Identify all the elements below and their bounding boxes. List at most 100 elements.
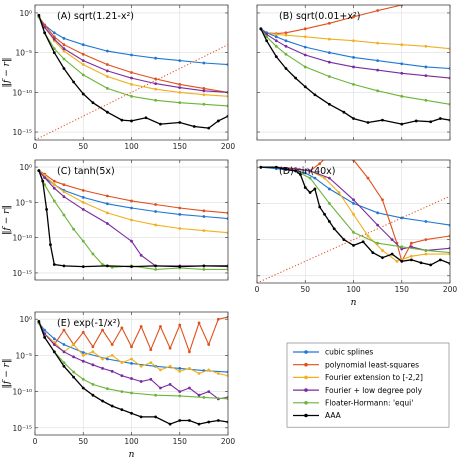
series-fourier_extension-point (352, 212, 355, 216)
series-reference-line (35, 44, 228, 140)
series-fourier_low_degree-point (130, 377, 133, 380)
series-floater_hormann-point (154, 98, 158, 102)
series-fourier_low_degree-point (424, 74, 428, 78)
panel-title: (A) sqrt(1.21-x²) (57, 11, 134, 22)
series-floater_hormann-point (178, 101, 182, 105)
series-floater_hormann-point (308, 176, 312, 180)
series-fourier_low_degree-point (188, 386, 191, 390)
series-cubic_splines-point (130, 361, 133, 365)
series-fourier_extension-point (207, 368, 211, 372)
series-cubic_splines-point (52, 31, 56, 35)
series-cubic_splines-point (81, 43, 85, 47)
series-group (257, 160, 450, 283)
series-fourier_low_degree-point (130, 76, 133, 80)
series-polynomial_least_squares-point (284, 31, 288, 35)
series-aaa-point (313, 93, 317, 97)
x-tick-label: 200 (221, 437, 236, 446)
series-polynomial_least_squares-point (154, 203, 158, 206)
x-tick-label: 150 (395, 285, 410, 294)
series-aaa-point (52, 51, 56, 55)
series-fourier_low_degree-point (197, 393, 201, 397)
series-floater_hormann-point (400, 245, 404, 249)
series-polynomial_least_squares-point (81, 188, 85, 192)
series-polynomial_least_squares-point (159, 325, 162, 328)
series-fourier_low_degree-point (159, 386, 162, 390)
series-fourier_low_degree-point (81, 359, 85, 363)
series-fourier_low_degree-point (154, 82, 158, 86)
series-fourier_extension-point (400, 43, 404, 47)
x-tick-label: 50 (300, 285, 310, 294)
series-fourier_low_degree-point (139, 380, 143, 383)
legend-box (286, 342, 450, 428)
series-aaa-point (216, 119, 220, 123)
series-aaa-point (332, 227, 336, 231)
series-aaa-point (49, 243, 52, 247)
series-aaa-point (168, 422, 172, 426)
y-tick-label: 10⁻¹⁵ (12, 128, 32, 137)
series-floater_hormann-point (81, 239, 85, 243)
series-polynomial_least_squares-point (376, 9, 380, 12)
series-floater_hormann-point (81, 73, 85, 77)
series-aaa-point (144, 116, 148, 120)
series-polynomial_least_squares-point (410, 241, 413, 245)
series-fourier_low_degree-point (43, 176, 47, 180)
series-aaa-point (303, 85, 307, 89)
series-fourier_extension-point (424, 44, 428, 48)
series-floater_hormann-point (178, 394, 182, 398)
series-aaa-point (327, 102, 331, 106)
series-polynomial_least_squares-point (149, 348, 153, 352)
series-aaa-point (41, 179, 45, 183)
series-polynomial_least_squares-point (62, 183, 66, 187)
series-cubic_splines-point (130, 206, 133, 210)
legend-entry-polynomial_least_squares: polynomial least-squares (293, 360, 419, 369)
x-tick-label: 0 (33, 142, 38, 151)
series-aaa-point (308, 191, 312, 194)
series-polynomial_least_squares-point (366, 176, 370, 180)
series-aaa-point (72, 80, 75, 84)
series-fourier_low_degree-point (105, 222, 109, 225)
series-fourier_low_degree-point (91, 363, 95, 367)
series-polynomial_least_squares-point (110, 343, 114, 346)
series-polynomial_least_squares-point (105, 63, 109, 66)
legend-swatch-marker (304, 413, 308, 418)
series-aaa-point (361, 240, 365, 244)
series-aaa-point (197, 422, 201, 426)
series-floater_hormann-point (202, 268, 206, 271)
series-aaa-point (120, 118, 124, 122)
series-aaa-point (381, 118, 384, 122)
series-aaa-point (178, 121, 182, 124)
series-fourier_low_degree-point (101, 367, 104, 370)
series-floater_hormann-point (52, 199, 56, 203)
series-aaa-point (130, 265, 133, 268)
series-aaa-point (37, 13, 41, 17)
series-fourier_extension-point (110, 354, 114, 357)
series-aaa-point (192, 125, 196, 128)
series-fourier_extension-point (81, 200, 85, 204)
series-floater_hormann-point (400, 94, 404, 98)
series-aaa-point (139, 415, 143, 419)
legend-label: Floater-Hormann: 'equi' (325, 399, 413, 408)
x-tick-label: 150 (173, 142, 188, 151)
series-aaa-point (52, 350, 56, 354)
series-fourier_extension-point (168, 364, 172, 368)
series-cubic_splines-point (202, 215, 206, 218)
series-fourier_extension-point (91, 350, 95, 354)
series-aaa-point (216, 419, 220, 422)
series-aaa-point (390, 252, 394, 256)
series-group (37, 315, 228, 426)
series-aaa-point (438, 117, 442, 120)
series-fourier_extension-point (303, 35, 307, 39)
y-tick-label: 10⁻⁵ (15, 49, 32, 58)
legend-swatch-marker (304, 350, 308, 354)
series-cubic_splines-point (424, 220, 428, 223)
series-cubic_splines-point (130, 53, 133, 57)
series-aaa-point (52, 263, 56, 266)
series-fourier_extension-point (327, 37, 331, 41)
series-floater_hormann-line (38, 170, 228, 270)
series-aaa-point (130, 411, 133, 415)
series-fourier_low_degree-point (149, 377, 153, 381)
series-aaa-point (43, 335, 47, 339)
x-tick-label: 0 (255, 285, 260, 294)
series-cubic_splines-point (154, 210, 158, 213)
